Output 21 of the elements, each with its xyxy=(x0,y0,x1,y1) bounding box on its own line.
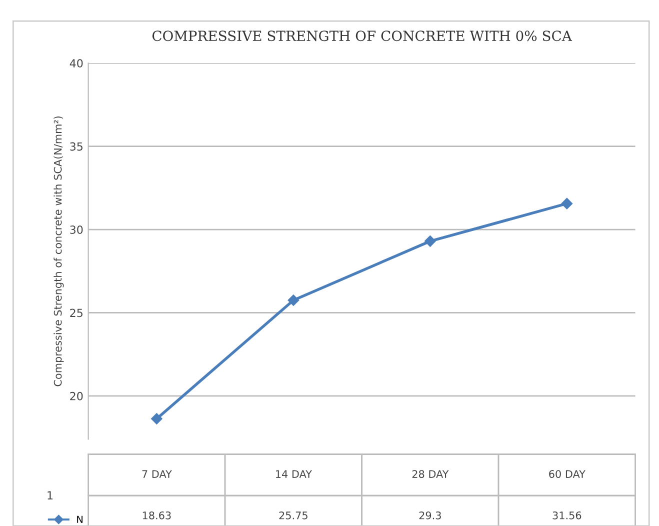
legend-label: N xyxy=(77,516,82,523)
chart-title: COMPRESSIVE STRENGTH OF CONCRETE WITH 0% SCA xyxy=(152,30,572,42)
y-tick-label: 35 xyxy=(70,142,82,151)
y-tick-label: 30 xyxy=(70,226,83,234)
x-tick-label: 14 DAY xyxy=(276,470,312,478)
point xyxy=(151,413,162,424)
point xyxy=(424,236,436,247)
data-label: 18.63 xyxy=(142,511,171,520)
x-tick-label: 28 DAY xyxy=(412,470,449,478)
point xyxy=(561,198,573,210)
y-tick-label: 25 xyxy=(70,308,82,318)
point xyxy=(288,294,300,306)
x-tick-label: 60 DAY xyxy=(549,470,586,478)
data-label: 25.75 xyxy=(279,511,308,520)
y-tick-label: 20 xyxy=(70,392,83,400)
y-tick-label: 40 xyxy=(70,59,83,68)
data-label: 29.3 xyxy=(419,511,441,520)
x-tick-label: 7 DAY xyxy=(142,470,172,478)
data-label: 31.56 xyxy=(552,511,582,520)
y-axis-title: Compressive Strength of concrete with SCA(N/mm²) xyxy=(54,116,64,386)
text: 1 xyxy=(48,491,53,500)
